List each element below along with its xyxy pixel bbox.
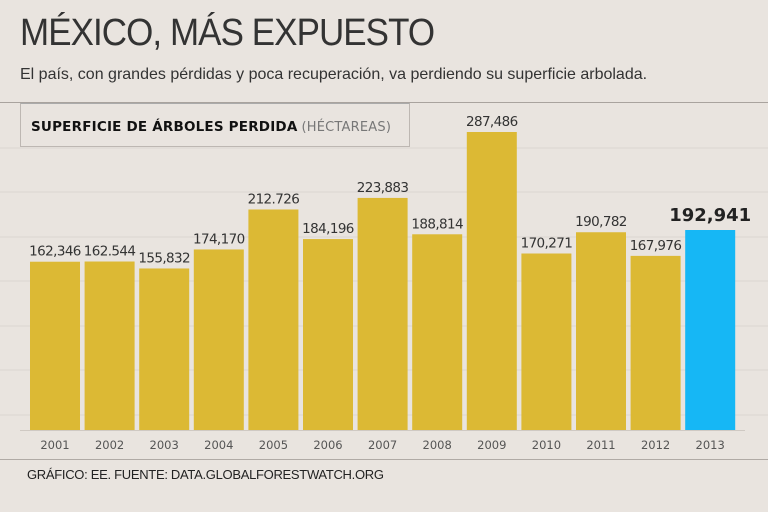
x-tick-label: 2003 <box>150 438 179 452</box>
chart-title-box: SUPERFICIE DE ÁRBOLES PERDIDA (HÉCTAREAS) <box>20 103 410 147</box>
value-label: 167,976 <box>630 238 682 254</box>
x-tick-label: 2010 <box>532 438 561 452</box>
x-tick-label: 2013 <box>696 438 725 452</box>
bar-2002 <box>84 261 135 430</box>
value-label: 192,941 <box>669 205 751 226</box>
bar-2011 <box>576 232 626 430</box>
value-label: 184,196 <box>302 221 354 237</box>
value-label: 223,883 <box>357 180 409 196</box>
chart-unit: (HÉCTAREAS) <box>301 120 392 135</box>
x-tick-label: 2002 <box>95 438 124 452</box>
source-credit: GRÁFICO: EE. FUENTE: DATA.GLOBALFORESTWA… <box>27 467 384 482</box>
value-label: 162,346 <box>29 244 81 260</box>
bar-2006 <box>303 239 353 430</box>
x-tick-label: 2009 <box>477 438 506 452</box>
bar-2003 <box>139 268 190 430</box>
chart-title: SUPERFICIE DE ÁRBOLES PERDIDA <box>31 119 298 135</box>
value-label: 188,814 <box>411 216 463 232</box>
value-label: 212.726 <box>248 191 300 207</box>
footer-divider <box>0 459 768 460</box>
bar-2013 <box>685 230 736 430</box>
bar-2007 <box>357 197 408 430</box>
value-label: 190,782 <box>575 214 627 230</box>
value-label: 287,486 <box>466 114 518 130</box>
x-tick-label: 2008 <box>423 438 452 452</box>
value-label: 170,271 <box>521 236 573 252</box>
x-tick-label: 2011 <box>586 438 615 452</box>
x-tick-label: 2006 <box>313 438 342 452</box>
top-rule <box>0 102 768 103</box>
bar-2010 <box>521 253 572 430</box>
x-tick-label: 2005 <box>259 438 288 452</box>
x-tick-label: 2007 <box>368 438 397 452</box>
x-tick-label: 2012 <box>641 438 670 452</box>
x-tick-label: 2001 <box>40 438 69 452</box>
bar-2004 <box>193 249 244 430</box>
bar-2005 <box>248 209 299 430</box>
x-tick-label: 2004 <box>204 438 233 452</box>
bar-2009 <box>466 132 517 430</box>
value-label: 174,170 <box>193 231 245 247</box>
bar-2012 <box>630 255 681 430</box>
value-label: 162.544 <box>84 244 136 260</box>
page-title: MÉXICO, MÁS EXPUESTO <box>20 12 435 54</box>
bar-chart: 162,346 2001 162.544 2002 155,832 2003 174,170… <box>0 114 768 452</box>
page-subtitle: El país, con grandes pérdidas y poca rec… <box>20 66 648 83</box>
bar-2008 <box>412 234 463 430</box>
value-label: 155,832 <box>138 250 190 266</box>
bar-2001 <box>30 261 80 430</box>
